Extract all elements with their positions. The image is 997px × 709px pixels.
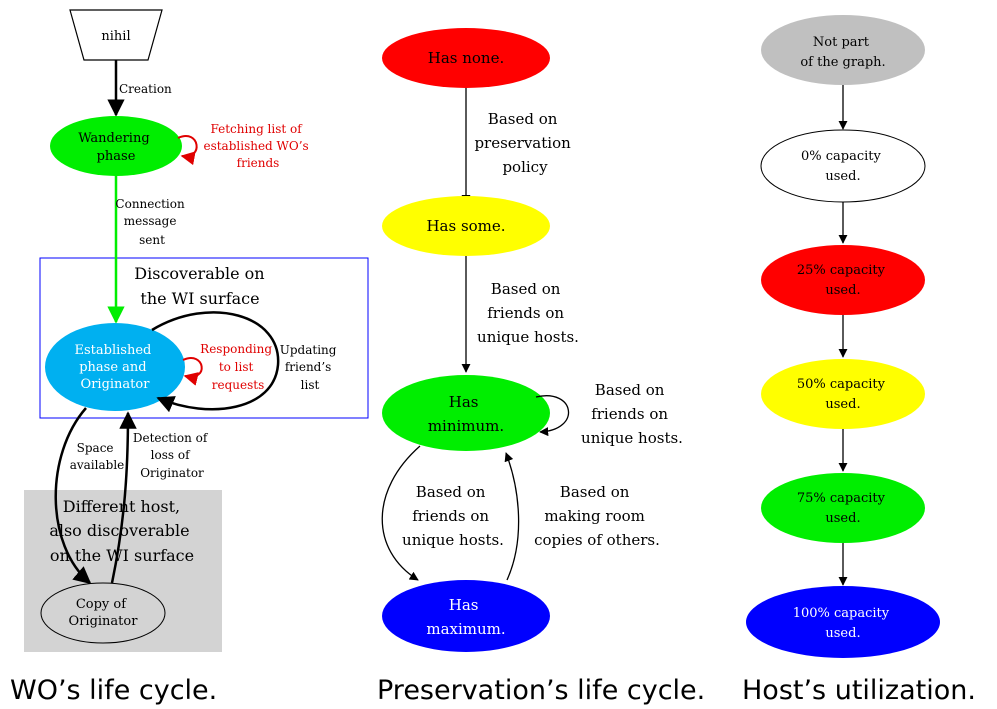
has-minimum-node xyxy=(382,375,550,451)
preservation-caption: Preservation’s life cycle. xyxy=(377,675,705,706)
wo-lifecycle-diagram: nihil Creation Wandering phase Fetching … xyxy=(10,9,369,706)
discoverable-cluster xyxy=(39,257,369,419)
nihil-label: nihil xyxy=(101,29,130,44)
has-some-node xyxy=(382,196,550,256)
capacity-75-label: 75% capacity used. xyxy=(797,491,889,526)
capacity-50-label: 50% capacity used. xyxy=(797,377,889,412)
wo-caption: WO’s life cycle. xyxy=(10,675,217,706)
capacity-0-label: 0% capacity used. xyxy=(801,149,885,184)
nihil-node xyxy=(69,9,163,61)
policy-label: Based on preservation policy xyxy=(474,110,575,176)
copy-of-originator-node xyxy=(40,582,166,644)
friends-edge-2 xyxy=(381,445,421,581)
capacity-0-node xyxy=(760,129,926,203)
established-label: Established phase and Originator xyxy=(75,343,156,392)
capacity-25-label: 25% capacity used. xyxy=(797,263,889,298)
capacity-100-node xyxy=(746,586,940,658)
not-part-label: Not part of the graph. xyxy=(800,35,885,70)
fetching-loop-edge xyxy=(177,135,198,166)
minimum-loop-edge xyxy=(535,395,570,437)
host-caption: Host’s utilization. xyxy=(742,675,976,706)
detection-edge xyxy=(110,411,137,584)
friends-label-2: Based on friends on unique hosts. xyxy=(402,483,504,549)
capacity-100-label: 100% capacity used. xyxy=(793,606,894,641)
established-node xyxy=(45,323,185,411)
space-available-edge xyxy=(54,407,92,585)
updating-loop-edge xyxy=(151,311,280,413)
friends-label-1: Based on friends on unique hosts. xyxy=(477,280,579,346)
making-room-label: Based on making room copies of others. xyxy=(534,483,660,549)
capacity-50-node xyxy=(761,359,925,429)
connection-label: Connection message sent xyxy=(115,197,188,247)
updating-label: Updating friend’s list xyxy=(280,343,341,392)
responding-label: Responding to list requests xyxy=(200,342,276,392)
host-box-title: Different host, also discoverable on the… xyxy=(49,497,194,565)
space-label: Space available xyxy=(70,441,125,472)
capacity-25-node xyxy=(761,245,925,315)
creation-label: Creation xyxy=(119,82,172,96)
has-some-label: Has some. xyxy=(426,217,505,235)
capacity-75-node xyxy=(761,473,925,543)
making-room-edge xyxy=(504,452,520,581)
friends-loop-label: Based on friends on unique hosts. xyxy=(581,381,683,447)
has-maximum-node xyxy=(382,580,550,652)
wandering-phase-node xyxy=(50,116,182,176)
responding-loop-edge xyxy=(182,357,203,386)
detection-label: Detection of loss of Originator xyxy=(133,431,211,480)
cluster-title: Discoverable on the WI surface xyxy=(134,264,269,308)
has-none-node xyxy=(382,28,550,88)
has-maximum-label: Has maximum. xyxy=(426,596,505,638)
not-part-node xyxy=(761,15,925,85)
wandering-label: Wandering phase xyxy=(78,131,154,164)
fetching-label: Fetching list of established WO’s friend… xyxy=(203,122,312,170)
host-utilization-diagram: Not part of the graph. 0% capacity used.… xyxy=(742,15,976,706)
copy-label: Copy of Originator xyxy=(69,597,139,629)
has-minimum-label: Has minimum. xyxy=(428,393,504,435)
preservation-lifecycle-diagram: Has none. Based on preservation policy H… xyxy=(377,28,705,706)
has-none-label: Has none. xyxy=(428,49,505,67)
